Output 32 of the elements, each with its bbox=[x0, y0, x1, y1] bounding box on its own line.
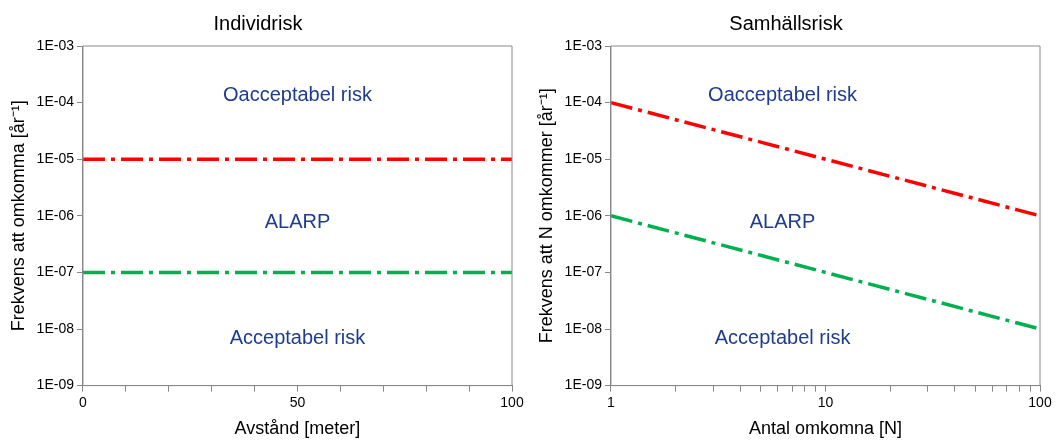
y-tick-label: 1E-03 bbox=[564, 36, 603, 53]
y-tick-label: 1E-06 bbox=[564, 206, 603, 223]
y-tick-label: 1E-08 bbox=[564, 319, 603, 336]
y-tick-label: 1E-06 bbox=[36, 206, 75, 223]
x-tick-label: 10 bbox=[817, 393, 834, 410]
annotation: ALARP bbox=[749, 210, 816, 233]
annotation: Acceptabel risk bbox=[229, 325, 367, 348]
x-tick-label: 100 bbox=[500, 393, 524, 410]
annotation: ALARP bbox=[264, 210, 331, 233]
y-tick-label: 1E-03 bbox=[36, 36, 75, 53]
y-tick-label: 1E-05 bbox=[564, 150, 603, 167]
y-tick-label: 1E-05 bbox=[36, 150, 75, 167]
y-tick-label: 1E-04 bbox=[36, 93, 75, 110]
x-tick-label: 100 bbox=[1028, 393, 1052, 410]
chart-title: Individrisk bbox=[213, 11, 304, 34]
y-tick-label: 1E-07 bbox=[36, 263, 75, 280]
x-axis-title: Avstånd [meter] bbox=[234, 418, 361, 439]
x-tick-label: 1 bbox=[607, 393, 616, 410]
x-tick-label: 0 bbox=[79, 393, 88, 410]
y-tick-label: 1E-07 bbox=[564, 263, 603, 280]
annotation: Oacceptabel risk bbox=[222, 82, 373, 105]
y-tick-label: 1E-08 bbox=[36, 319, 75, 336]
y-axis-title: Frekvens att N omkommer [år⁻¹] bbox=[535, 88, 556, 344]
annotation: Acceptabel risk bbox=[714, 325, 852, 348]
x-tick-label: 50 bbox=[289, 393, 306, 410]
y-axis-title: Frekvens att omkomma [år⁻¹] bbox=[7, 100, 28, 332]
annotation: Oacceptabel risk bbox=[708, 82, 859, 105]
chart-title: Samhällsrisk bbox=[729, 11, 844, 34]
y-tick-label: 1E-04 bbox=[564, 93, 603, 110]
y-tick-label: 1E-09 bbox=[36, 376, 75, 393]
y-tick-label: 1E-09 bbox=[564, 376, 603, 393]
x-axis-title: Antal omkomna [N] bbox=[748, 418, 903, 439]
